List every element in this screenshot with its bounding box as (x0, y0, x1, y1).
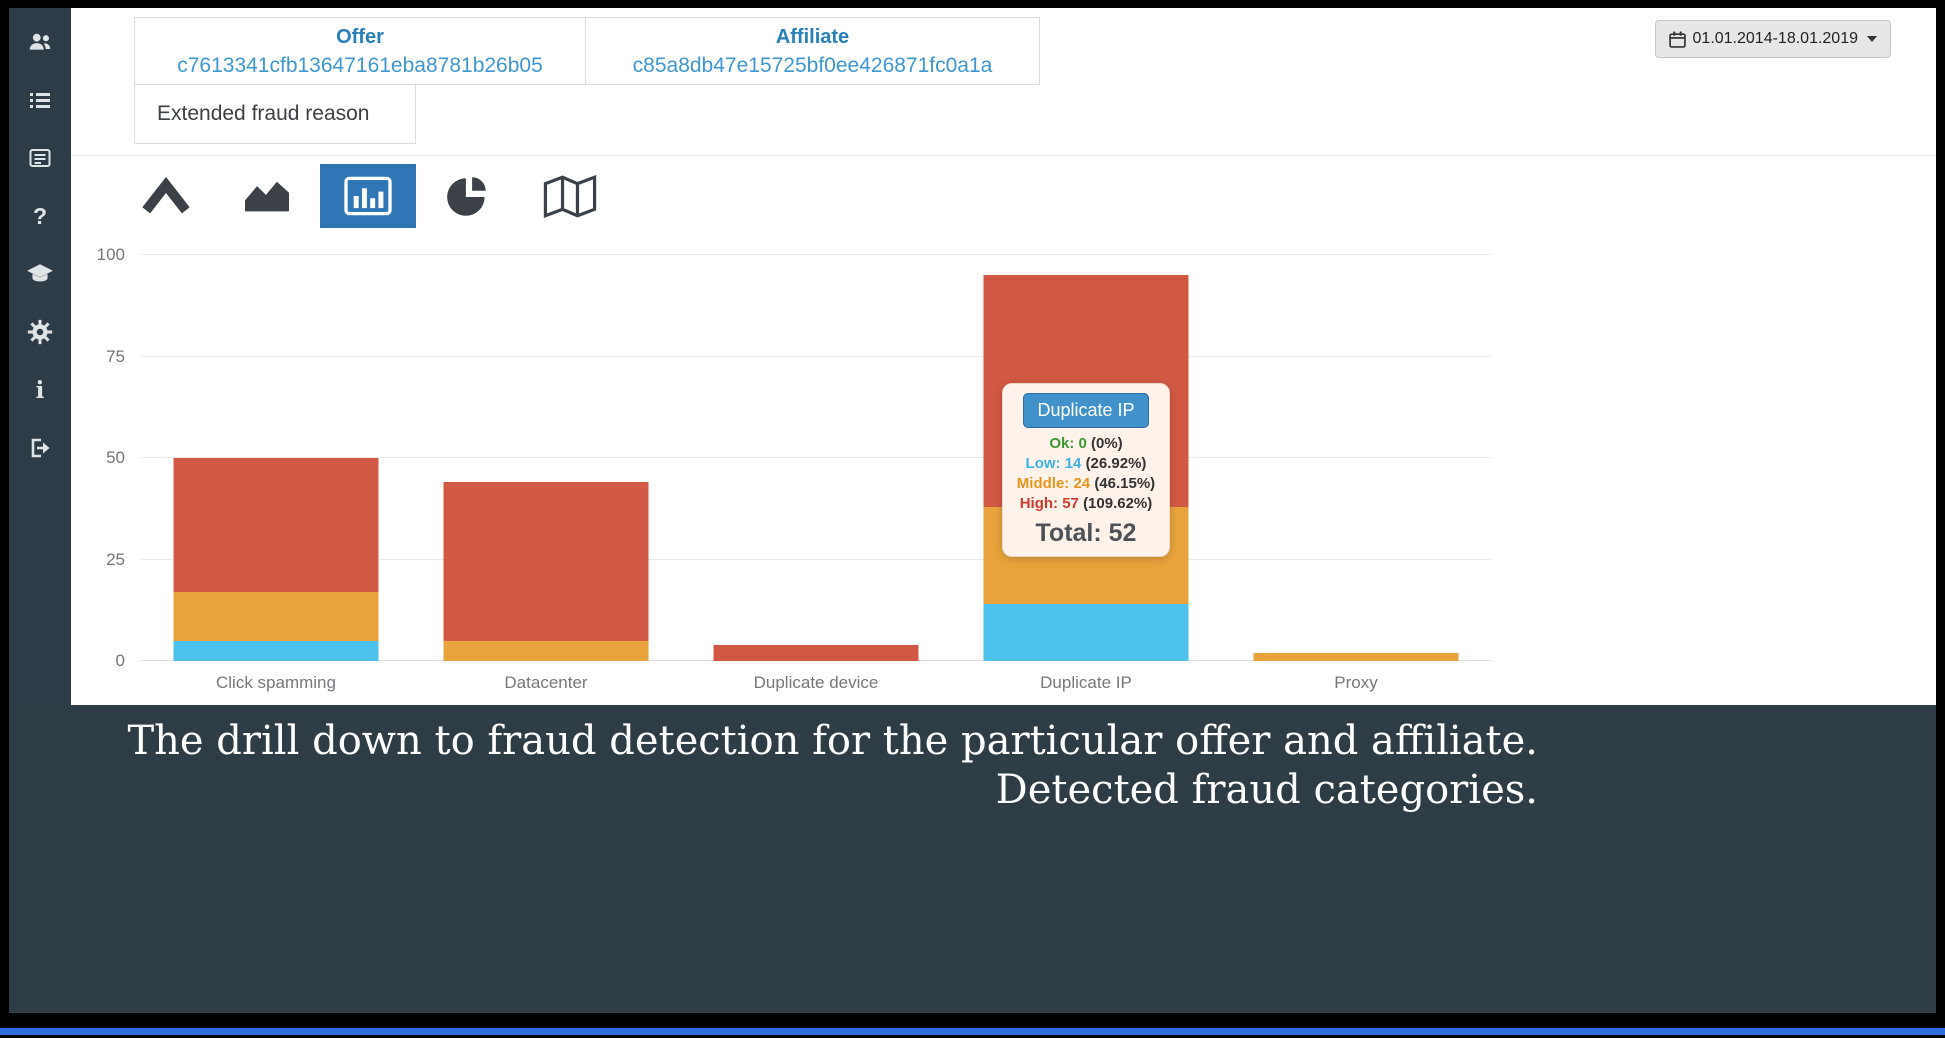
y-axis-tick: 50 (106, 448, 125, 467)
bar-slot: Duplicate device (681, 255, 951, 692)
sidebar: ? (9, 8, 71, 705)
gridline (141, 254, 1491, 255)
date-range-picker[interactable]: 01.01.2014-18.01.2019 (1654, 20, 1891, 58)
bar-chart-icon (344, 176, 392, 216)
x-axis-label: Click spamming (216, 673, 336, 692)
calendar-icon (1668, 31, 1686, 48)
chart-type-peak-button[interactable] (118, 164, 214, 228)
tooltip-row: Middle: 24 (46.15%) (1016, 475, 1156, 492)
sidebar-item-academy[interactable] (23, 260, 57, 288)
chevron-down-icon (1867, 36, 1877, 42)
y-axis-tick: 100 (96, 245, 125, 264)
area-chart-icon (245, 181, 289, 212)
chart-bars: Click spamming Datacenter Duplicate device… (141, 255, 1491, 692)
offer-label: Offer (336, 26, 384, 48)
affiliate-label: Affiliate (775, 26, 850, 48)
sidebar-item-settings[interactable] (23, 318, 57, 346)
affiliate-cell: Affiliate c85a8db47e15725bf0ee426871fc0a… (585, 17, 1040, 85)
tooltip-total-value: 52 (1108, 519, 1137, 547)
tooltip-rows: Ok: 0 (0%) Low: 14 (26.92%) Middle: 24 (46… (1007, 434, 1165, 514)
logout-icon (31, 438, 50, 458)
map-icon (543, 174, 597, 218)
chart-type-map-button[interactable] (522, 164, 618, 228)
gear-icon (27, 319, 53, 345)
bar-segment-middle[interactable] (1253, 652, 1459, 661)
pie-chart-icon (447, 177, 486, 216)
question-icon: ? (32, 202, 48, 229)
tooltip-row: High: 57 (109.62%) (1019, 495, 1153, 512)
bar-datacenter[interactable] (443, 255, 649, 661)
x-axis-label: Proxy (1334, 673, 1378, 692)
bar-segment-high[interactable] (713, 644, 919, 661)
tooltip-row: Ok: 0 (0%) (1049, 435, 1123, 452)
caption-line-2: Detected fraud categories. (995, 767, 1538, 813)
bar-proxy[interactable] (1253, 255, 1459, 661)
y-axis-tick: 75 (106, 346, 125, 366)
bar-slot: Datacenter (411, 255, 681, 692)
main-content: Offer c7613341cfb13647161eba8781b26b05 A… (71, 8, 1936, 705)
bar-slot: Click spamming (141, 255, 411, 692)
extended-fraud-reason-cell[interactable]: Extended fraud reason (134, 84, 416, 144)
bar-click-spamming[interactable] (173, 255, 379, 661)
peak-icon (142, 176, 190, 214)
bar-segment-high[interactable] (173, 458, 379, 592)
chart-tooltip: Duplicate IP Ok: 0 (0%) Low: 14 (26.92%) M… (1002, 383, 1170, 557)
header-divider (71, 155, 1936, 156)
report-icon (29, 149, 51, 167)
y-axis-tick: 25 (106, 549, 125, 569)
sidebar-item-info[interactable]: i (23, 376, 57, 404)
bar-slot: Proxy (1221, 255, 1491, 692)
sidebar-item-users[interactable] (23, 28, 57, 56)
y-axis-tick: 0 (115, 651, 125, 670)
x-axis-label: Duplicate device (753, 673, 879, 692)
chart-type-pie-button[interactable] (421, 164, 517, 228)
sidebar-item-help[interactable]: ? (23, 202, 57, 230)
tooltip-total: Total: 52 (1007, 519, 1165, 548)
users-icon (29, 33, 51, 50)
offer-value-link[interactable]: c7613341cfb13647161eba8781b26b05 (177, 54, 543, 77)
drilldown-params: Offer c7613341cfb13647161eba8781b26b05 A… (134, 17, 1040, 144)
bottom-accent-line (0, 1028, 1945, 1035)
graduation-cap-icon (27, 264, 53, 282)
sidebar-item-logout[interactable] (23, 434, 57, 462)
gridline (141, 457, 1491, 458)
caption-line-1: The drill down to fraud detection for th… (127, 718, 1538, 764)
tooltip-total-label: Total: (1035, 519, 1102, 547)
bar-segment-low[interactable] (983, 604, 1189, 661)
affiliate-value-link[interactable]: c85a8db47e15725bf0ee426871fc0a1a (632, 54, 993, 77)
list-icon (30, 93, 50, 108)
info-icon: i (35, 376, 45, 404)
x-axis-label: Duplicate IP (1040, 673, 1132, 692)
app-window: ? (9, 8, 1936, 705)
bar-segment-middle[interactable] (173, 591, 379, 641)
bar-segment-high[interactable] (443, 482, 649, 641)
bar-duplicate-device[interactable] (713, 255, 919, 661)
gridline (141, 558, 1491, 560)
sidebar-item-list[interactable] (23, 86, 57, 114)
tooltip-category-button: Duplicate IP (1023, 393, 1149, 428)
gridline (141, 355, 1491, 357)
sidebar-item-reports[interactable] (23, 144, 57, 172)
caption-banner: The drill down to fraud detection for th… (9, 705, 1936, 1013)
chart-type-toolbar (118, 164, 618, 228)
offer-cell: Offer c7613341cfb13647161eba8781b26b05 (134, 17, 586, 85)
bar-segment-low[interactable] (173, 640, 379, 661)
chart-type-area-button[interactable] (219, 164, 315, 228)
x-axis-label: Datacenter (504, 673, 588, 692)
chart-type-bar-button[interactable] (320, 164, 416, 228)
date-range-value: 01.01.2014-18.01.2019 (1692, 30, 1858, 47)
tooltip-row: Low: 14 (26.92%) (1025, 455, 1147, 472)
bar-segment-middle[interactable] (443, 640, 649, 661)
fraud-categories-chart: 0 25 50 75 100 Click spamming Datacenter Dupli… (97, 245, 1491, 692)
